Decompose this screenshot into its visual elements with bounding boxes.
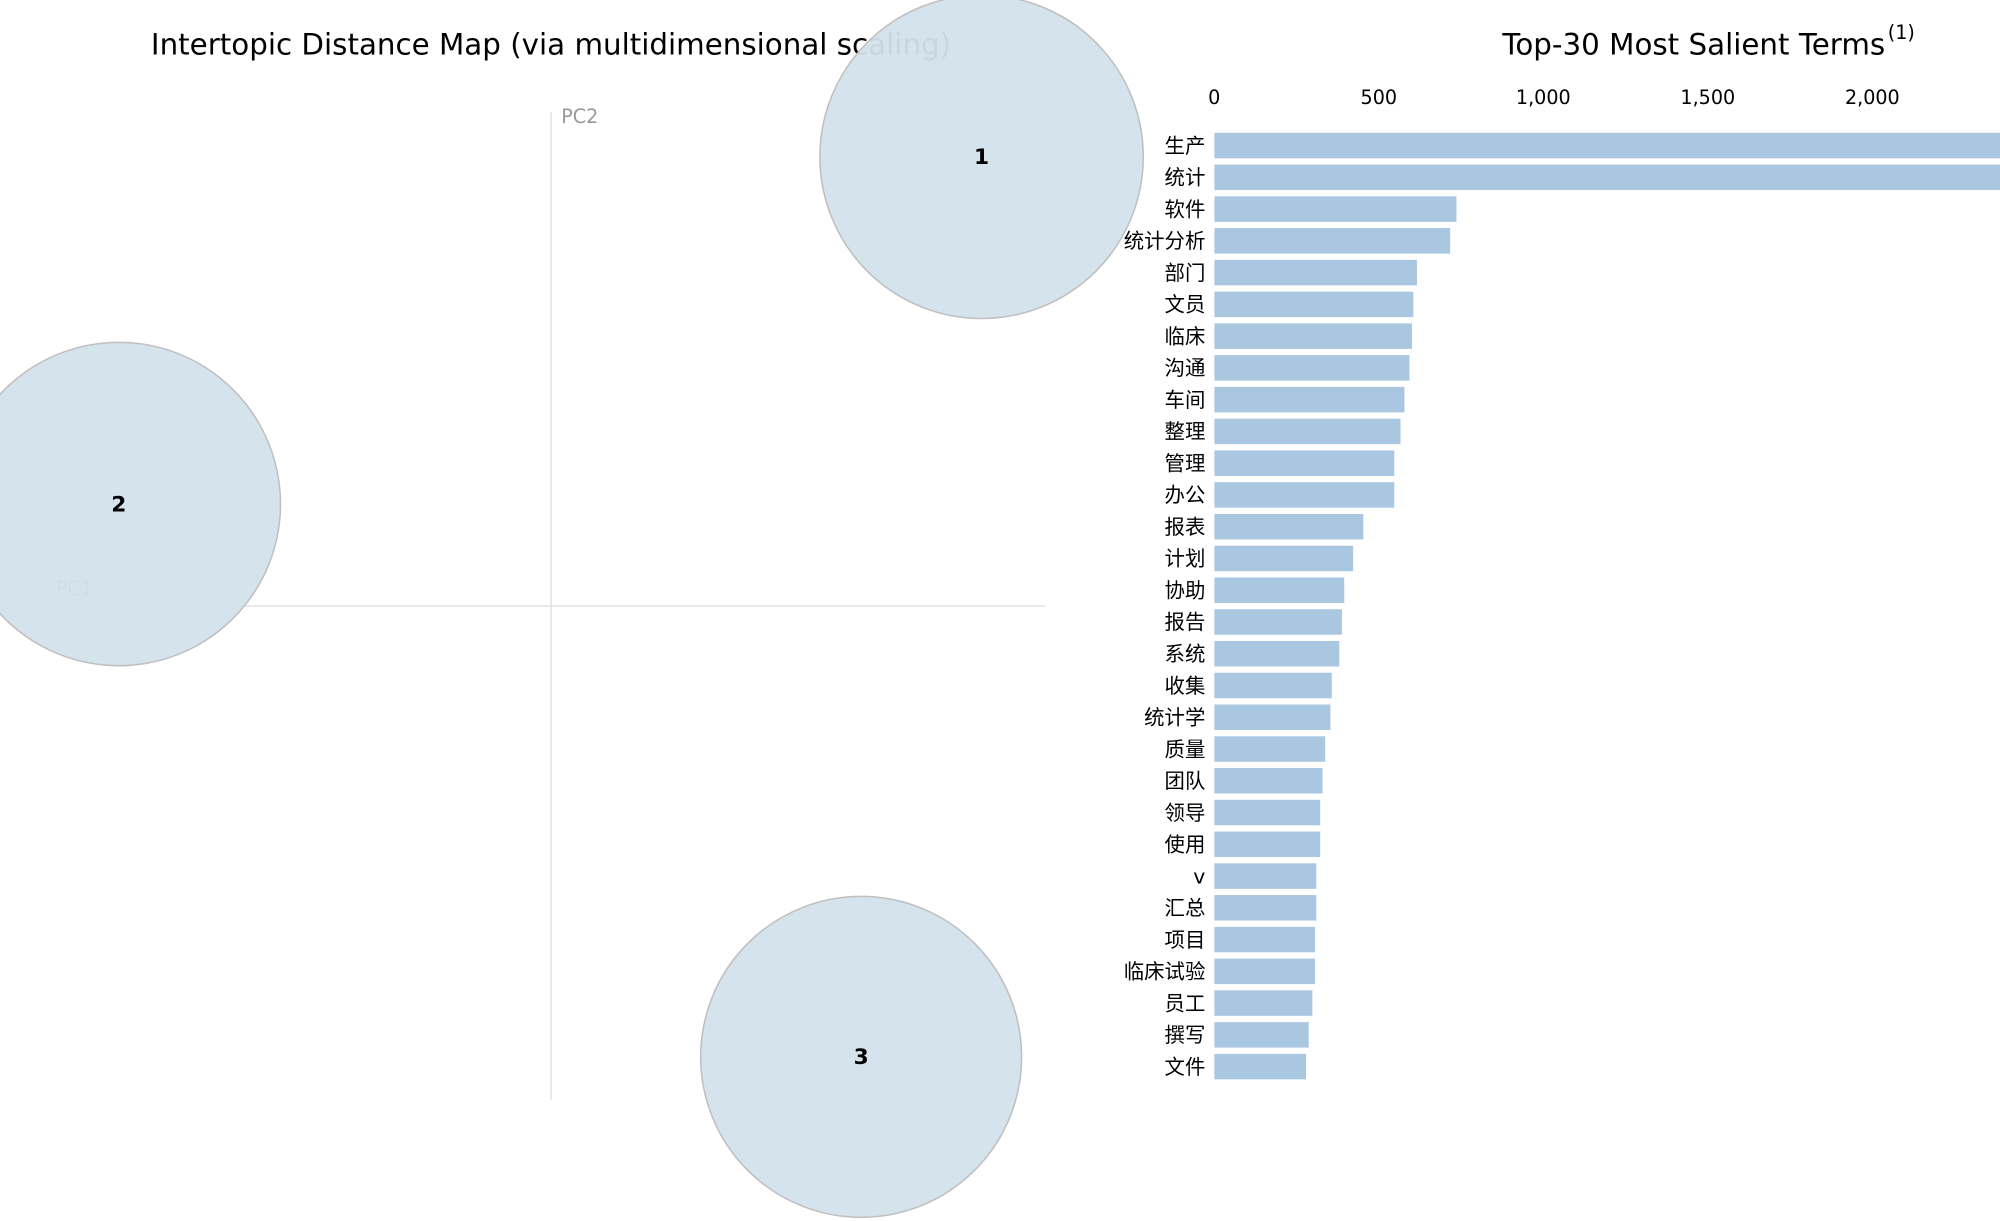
- x-tick-label: 500: [1361, 86, 1398, 109]
- chart-title: Intertopic Distance Map (via multidimens…: [151, 28, 951, 62]
- y-tick-label: 撰写: [1165, 1023, 1206, 1047]
- y-axis-label: PC2: [561, 105, 598, 128]
- bar: [1214, 545, 1354, 572]
- bar: [1214, 1022, 1309, 1048]
- y-tick-label: 收集: [1165, 674, 1206, 698]
- topic-label: 2: [111, 492, 126, 517]
- y-tick-label: 系统: [1165, 642, 1206, 666]
- bar: [1214, 831, 1321, 858]
- bar: [1214, 418, 1401, 445]
- y-tick-label: 统计: [1165, 166, 1206, 190]
- bar: [1214, 736, 1326, 762]
- topic-circle: [0, 341, 282, 667]
- x-tick-label: 1,500: [1680, 86, 1735, 109]
- y-tick-label: 文员: [1165, 293, 1206, 317]
- bar: [1214, 926, 1315, 953]
- chart-title: Top-30 Most Salient Terms: [1501, 28, 1885, 62]
- y-tick-label: 临床: [1165, 324, 1206, 348]
- bar: [1214, 1053, 1307, 1080]
- bar: [1214, 450, 1395, 476]
- bar: [1214, 355, 1410, 381]
- y-tick-label: 团队: [1165, 769, 1206, 793]
- title-superscript: (1): [1888, 21, 1915, 44]
- bar: [1214, 164, 2000, 191]
- bar: [1214, 228, 1451, 254]
- y-tick-label: 临床试验: [1124, 960, 1206, 984]
- bar: [1214, 132, 2000, 159]
- y-tick-label: 项目: [1165, 928, 1206, 952]
- bar: [1214, 482, 1395, 508]
- bar: [1214, 863, 1317, 889]
- bar: [1214, 196, 1457, 222]
- y-tick-label: 协助: [1165, 578, 1206, 602]
- y-tick-label: 统计分析: [1124, 229, 1206, 253]
- bar-group: [1214, 132, 2000, 1080]
- y-tick-label: 车间: [1165, 388, 1206, 412]
- y-tick-label: 报表: [1165, 515, 1206, 539]
- y-tick-label: 计划: [1165, 547, 1206, 571]
- bar: [1214, 672, 1332, 699]
- y-tick-label: 领导: [1165, 801, 1206, 825]
- bar: [1214, 768, 1323, 794]
- y-tick-label: 文件: [1165, 1055, 1206, 1079]
- bar: [1214, 577, 1345, 603]
- bar: [1214, 990, 1313, 1016]
- y-tick-label: 整理: [1165, 420, 1206, 444]
- bar: [1214, 609, 1342, 635]
- bar: [1214, 799, 1321, 826]
- y-tick-label: 员工: [1165, 991, 1206, 1015]
- y-tick-label: 使用: [1165, 833, 1206, 857]
- y-tick-label: 汇总: [1165, 896, 1206, 920]
- y-tick-label: 管理: [1165, 451, 1206, 475]
- topic-label: 3: [854, 1045, 869, 1070]
- topic-circle: [699, 895, 1023, 1219]
- y-tick-label: 办公: [1165, 483, 1206, 507]
- topic-label: 1: [974, 145, 989, 170]
- y-tick-label: v: [1193, 864, 1205, 888]
- bar: [1214, 640, 1340, 667]
- bar: [1214, 259, 1417, 286]
- topic-circle: [819, 0, 1144, 320]
- x-tick-label: 2,000: [1845, 86, 1900, 109]
- bar: [1214, 386, 1405, 413]
- x-tick-label: 0: [1208, 86, 1220, 109]
- x-tick-label: 1,000: [1516, 86, 1571, 109]
- bar: [1214, 513, 1364, 540]
- y-tick-label: 部门: [1165, 261, 1206, 285]
- bar: [1214, 958, 1315, 985]
- y-tick-label: 生产: [1165, 134, 1206, 158]
- bar: [1214, 323, 1413, 349]
- y-tick-label: 沟通: [1165, 356, 1206, 380]
- bar: [1214, 291, 1414, 318]
- y-tick-label: 质量: [1165, 737, 1206, 761]
- y-tick-label: 报告: [1165, 610, 1206, 634]
- bar: [1214, 704, 1331, 731]
- y-tick-label: 统计学: [1144, 706, 1205, 730]
- bar: [1214, 895, 1317, 921]
- y-tick-label: 软件: [1165, 197, 1206, 221]
